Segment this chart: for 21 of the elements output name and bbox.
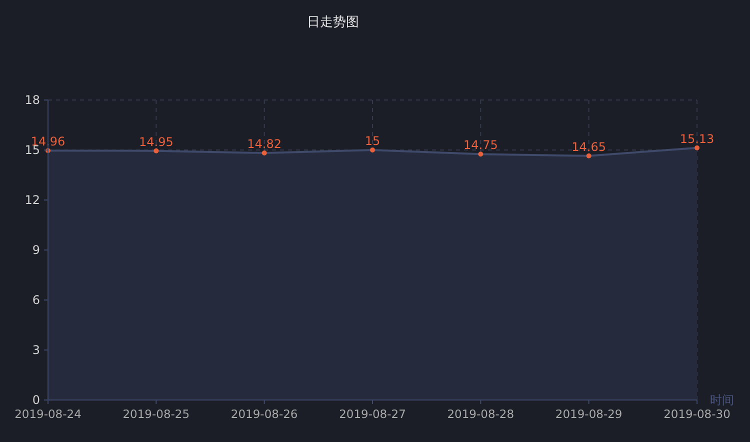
- y-tick-label: 12: [24, 193, 40, 207]
- data-label: 14.82: [247, 137, 282, 151]
- data-label: 15: [364, 134, 380, 148]
- y-tick-label: 3: [32, 343, 40, 357]
- x-tick-label: 2019-08-24: [14, 407, 82, 421]
- data-label: 14.65: [572, 140, 606, 154]
- x-tick-label: 2019-08-25: [122, 407, 190, 421]
- x-tick-label: 2019-08-30: [664, 407, 730, 421]
- y-tick-label: 6: [32, 293, 40, 307]
- x-tick-label: 2019-08-29: [555, 407, 622, 421]
- y-tick-label: 0: [32, 393, 40, 407]
- x-axis-title: 时间: [710, 393, 734, 407]
- x-tick-label: 2019-08-28: [447, 407, 514, 421]
- data-label: 14.75: [463, 138, 498, 152]
- chart-title: 日走势图: [307, 15, 359, 30]
- data-label: 15.13: [680, 132, 714, 146]
- x-tick-label: 2019-08-27: [339, 407, 406, 421]
- y-tick-label: 18: [24, 93, 40, 107]
- data-label: 14.95: [138, 134, 174, 149]
- x-tick-label: 2019-08-26: [230, 407, 298, 421]
- y-tick-label: 9: [32, 243, 40, 257]
